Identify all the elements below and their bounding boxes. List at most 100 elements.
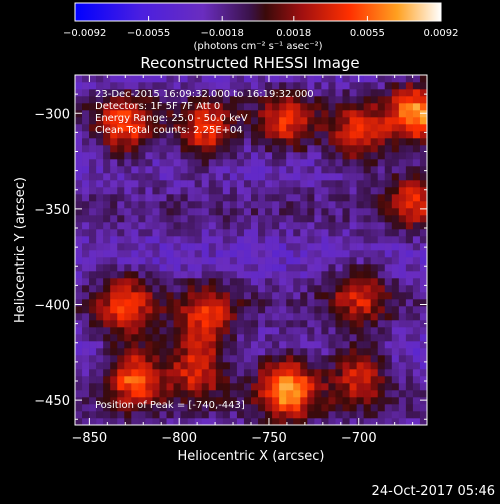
heatmap-cell [110, 348, 118, 356]
heatmap-cell [321, 201, 329, 209]
heatmap-cell [117, 243, 125, 251]
heatmap-cell [272, 257, 280, 265]
heatmap-cell [145, 117, 153, 125]
heatmap-cell [243, 243, 252, 251]
heatmap-cell [103, 418, 111, 426]
heatmap-cell [180, 313, 188, 321]
y-axis-label: Heliocentric Y (arcsec) [13, 177, 28, 323]
heatmap-cell [370, 250, 379, 258]
heatmap-cell [405, 152, 414, 160]
heatmap-cell [377, 152, 386, 160]
heatmap-cell [349, 390, 357, 398]
heatmap-cell [391, 117, 400, 125]
heatmap-cell [272, 173, 280, 181]
heatmap-cell [265, 145, 273, 153]
heatmap-cell [405, 404, 414, 412]
heatmap-cell [328, 187, 336, 195]
heatmap-cell [293, 348, 301, 356]
heatmap-cell [138, 180, 146, 188]
heatmap-cell [300, 96, 308, 104]
heatmap-cell [356, 82, 364, 90]
heatmap-cell [342, 89, 350, 97]
heatmap-cell [314, 103, 322, 111]
heatmap-cell [82, 250, 90, 258]
heatmap-cell [138, 159, 146, 167]
heatmap-cell [265, 159, 273, 167]
heatmap-cell [391, 131, 400, 139]
heatmap-cell [300, 250, 308, 258]
heatmap-cell [124, 320, 132, 328]
heatmap-cell [265, 362, 273, 370]
heatmap-cell [258, 208, 266, 216]
heatmap-cell [258, 306, 266, 314]
heatmap-cell [335, 131, 343, 139]
heatmap-cell [251, 75, 259, 83]
heatmap-cell [82, 229, 90, 237]
heatmap-cell [384, 341, 393, 349]
heatmap-cell [398, 418, 407, 426]
heatmap-cell [243, 152, 252, 160]
heatmap-cell [377, 250, 386, 258]
heatmap-cell [377, 243, 386, 251]
heatmap-cell [356, 264, 364, 272]
heatmap-cell [145, 96, 153, 104]
heatmap-cell [82, 313, 90, 321]
heatmap-cell [377, 96, 386, 104]
heatmap-cell [321, 250, 329, 258]
heatmap-cell [222, 355, 231, 363]
heatmap-cell [194, 145, 203, 153]
heatmap-cell [75, 348, 83, 356]
heatmap-cell [412, 411, 421, 419]
heatmap-cell [173, 124, 181, 132]
heatmap-cell [243, 96, 252, 104]
heatmap-cell [419, 404, 428, 412]
heatmap-cell [180, 208, 188, 216]
heatmap-cell [279, 383, 287, 391]
heatmap-cell [328, 418, 336, 426]
heatmap-cell [145, 390, 153, 398]
heatmap-cell [201, 89, 210, 97]
heatmap-cell [96, 348, 104, 356]
heatmap-cell [180, 376, 188, 384]
heatmap-cell [398, 222, 407, 230]
heatmap-cell [356, 418, 364, 426]
heatmap-cell [363, 82, 371, 90]
heatmap-cell [117, 131, 125, 139]
heatmap-cell [300, 103, 308, 111]
heatmap-cell [96, 341, 104, 349]
heatmap-cell [328, 82, 336, 90]
heatmap-cell [117, 278, 125, 286]
heatmap-cell [75, 152, 83, 160]
heatmap-cell [124, 404, 132, 412]
heatmap-cell [173, 369, 181, 377]
heatmap-cell [391, 264, 400, 272]
heatmap-cell [208, 166, 217, 174]
heatmap-cell [377, 404, 386, 412]
heatmap-cell [82, 173, 90, 181]
heatmap-cell [265, 334, 273, 342]
heatmap-cell [124, 82, 132, 90]
heatmap-cell [229, 152, 238, 160]
heatmap-cell [89, 89, 97, 97]
heatmap-cell [258, 180, 266, 188]
heatmap-cell [293, 390, 301, 398]
heatmap-cell [117, 152, 125, 160]
heatmap-cell [194, 152, 203, 160]
heatmap-cell [384, 82, 393, 90]
heatmap-cell [258, 103, 266, 111]
heatmap-cell [89, 299, 97, 307]
heatmap-cell [117, 390, 125, 398]
heatmap-cell [243, 187, 252, 195]
heatmap-cell [75, 397, 83, 405]
heatmap-cell [96, 117, 104, 125]
heatmap-cell [286, 194, 294, 202]
heatmap-cell [180, 250, 188, 258]
heatmap-cell [243, 362, 252, 370]
heatmap-cell [335, 264, 343, 272]
heatmap-cell [145, 383, 153, 391]
heatmap-cell [342, 285, 350, 293]
heatmap-cell [272, 187, 280, 195]
heatmap-cell [370, 124, 379, 132]
heatmap-cell [293, 376, 301, 384]
heatmap-cell [272, 397, 280, 405]
